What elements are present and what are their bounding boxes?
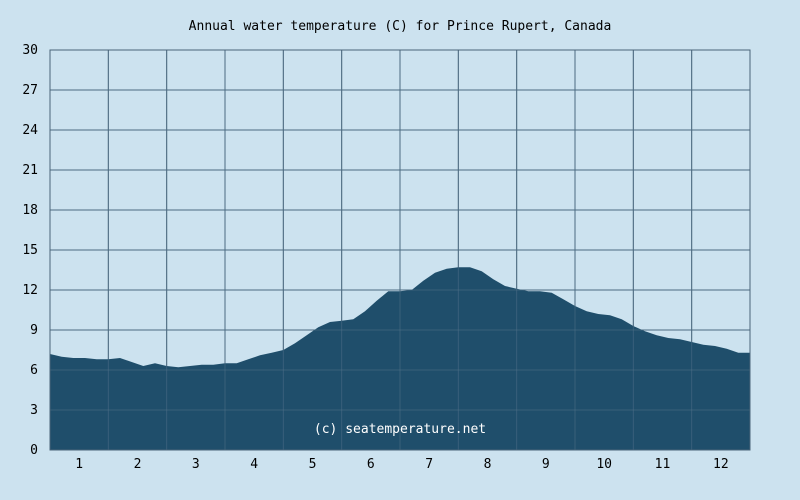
x-tick-label: 9 [542,457,550,472]
x-tick-label: 10 [596,457,612,472]
x-tick-label: 11 [655,457,671,472]
y-tick-label: 27 [22,83,38,98]
y-tick-label: 0 [30,443,38,458]
y-tick-label: 12 [22,283,38,298]
y-tick-label: 15 [22,243,38,258]
x-tick-label: 7 [425,457,433,472]
x-tick-label: 1 [75,457,83,472]
x-tick-label: 5 [309,457,317,472]
y-tick-label: 6 [30,363,38,378]
x-tick-label: 12 [713,457,729,472]
x-tick-label: 3 [192,457,200,472]
y-tick-label: 18 [22,203,38,218]
x-tick-label: 8 [484,457,492,472]
y-tick-label: 30 [22,43,38,58]
y-tick-label: 21 [22,163,38,178]
area-layer [50,50,750,450]
y-tick-label: 3 [30,403,38,418]
watermark: (c) seatemperature.net [314,422,486,437]
chart-title: Annual water temperature (C) for Prince … [188,19,612,34]
plot-frame [49,49,751,451]
y-tick-label: 24 [22,123,38,138]
y-tick-label: 9 [30,323,38,338]
x-tick-label: 6 [367,457,375,472]
x-tick-label: 2 [134,457,142,472]
x-tick-label: 4 [250,457,258,472]
